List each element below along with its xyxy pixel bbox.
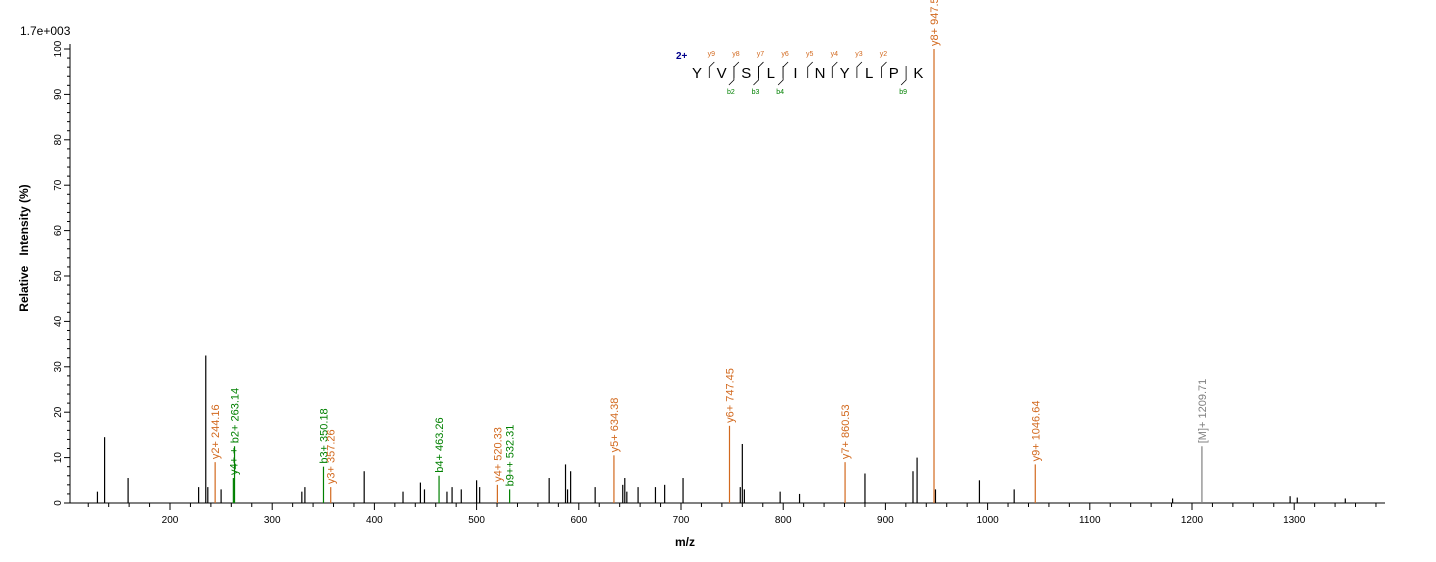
x-axis: 200 300 400 500 600 700 800 900 1000 1100 1200 1300 <box>70 502 1385 526</box>
y-tick-label: 20 <box>53 406 64 418</box>
y-ion-cleavage-mark <box>708 61 715 78</box>
sequence-residue: K <box>913 65 923 82</box>
y-ion-cleavage-mark <box>831 61 838 78</box>
annotated-peak-label: y4+ + <box>228 447 240 475</box>
sequence-residue: L <box>865 65 873 82</box>
x-tick-label: 1100 <box>1079 515 1101 526</box>
y-ion-cleavage-mark <box>856 61 863 78</box>
x-tick-label: 300 <box>264 515 281 526</box>
y-ion-tag: y5 <box>806 51 814 58</box>
y-ion-tag: y2 <box>880 51 888 58</box>
sequence-residue: P <box>889 65 899 82</box>
x-tick-label: 200 <box>162 515 179 526</box>
y-ion-tag: y8 <box>732 51 740 58</box>
y-tick-label: 50 <box>53 270 64 282</box>
annotated-peak-label: [M]+ 1209.71 <box>1197 379 1209 444</box>
y-ion-tag: y7 <box>757 51 765 58</box>
annotated-peak-label: y5+ 634.38 <box>609 398 621 453</box>
x-tick-label: 1300 <box>1283 515 1306 526</box>
y-axis: 0 10 20 30 40 50 60 70 80 90 100 <box>53 40 71 506</box>
sequence-residue: V <box>717 65 727 82</box>
y-ion-tag: y4 <box>831 51 839 58</box>
y-ion-cleavage-mark <box>733 61 740 78</box>
x-tick-label: 1200 <box>1181 515 1204 526</box>
b-ion-cleavage-mark <box>777 66 784 86</box>
y-ion-cleavage-mark <box>758 61 764 78</box>
annotated-peak-label: y3+ 357.26 <box>326 429 338 484</box>
peaks <box>96 355 1346 503</box>
y-ion-tag: y9 <box>708 51 716 58</box>
annotated-peak-label: y7+ 860.53 <box>840 404 852 459</box>
y-tick-label: 40 <box>53 315 64 327</box>
x-tick-label: 700 <box>673 515 690 526</box>
y-tick-label: 10 <box>53 452 64 464</box>
sequence-residue: S <box>741 65 751 82</box>
x-tick-label: 800 <box>775 515 792 526</box>
y-axis-title: Relative Intensity (%) <box>17 184 31 311</box>
y-ion-tag: y3 <box>855 51 863 58</box>
y-tick-label: 60 <box>53 225 64 237</box>
x-tick-label: 600 <box>570 515 587 526</box>
b-ion-cleavage-mark <box>728 66 735 86</box>
b-ion-tag: b2 <box>727 89 735 96</box>
y-tick-label: 30 <box>53 361 64 373</box>
y-tick-label: 0 <box>53 500 64 506</box>
annotated-peak-label: b3+ 350.18 <box>318 408 330 463</box>
y-ion-cleavage-mark <box>881 61 887 78</box>
b-ion-tag: b3 <box>752 89 760 96</box>
y-tick-label: 90 <box>53 88 64 100</box>
y-tick-label: 100 <box>53 40 64 57</box>
b-ion-cleavage-mark <box>753 66 759 86</box>
x-tick-label: 500 <box>468 515 485 526</box>
intensity-scale-label: 1.7e+003 <box>20 24 71 38</box>
annotated-peak-label: y9+ 1046.64 <box>1030 401 1042 462</box>
y-tick-label: 80 <box>53 134 64 146</box>
annotated-peak-label: b2+ 263.14 <box>230 388 242 443</box>
annotated-peak-label: b4+ 463.26 <box>434 417 446 472</box>
x-tick-label: 1000 <box>976 515 999 526</box>
b-ion-cleavage-mark <box>900 66 907 86</box>
x-tick-label: 900 <box>877 515 894 526</box>
annotated-peak-label: b9++ 532.31 <box>505 425 517 487</box>
y-ion-tag: y6 <box>781 51 789 58</box>
sequence-residue: I <box>793 65 797 82</box>
sequence-residue: Y <box>692 65 702 82</box>
annotated-peak-label: y4+ 520.33 <box>492 427 504 482</box>
annotated-peak-label: y8+ 947.56 <box>929 0 941 46</box>
sequence-residue: Y <box>840 65 850 82</box>
y-ion-cleavage-mark <box>807 61 813 78</box>
y-tick-label: 70 <box>53 179 64 191</box>
x-tick-label: 400 <box>366 515 383 526</box>
annotated-peak-label: y6+ 747.45 <box>724 368 736 423</box>
b-ion-tag: b4 <box>776 89 784 96</box>
sequence-residue: L <box>767 65 775 82</box>
y-ion-cleavage-mark <box>782 61 789 78</box>
b-ion-tag: b9 <box>899 89 907 96</box>
sequence-residue: N <box>815 65 826 82</box>
charge-state-label: 2+ <box>676 51 688 62</box>
x-axis-title: m/z <box>675 535 695 549</box>
annotated-peak-label: y2+ 244.16 <box>210 404 222 459</box>
